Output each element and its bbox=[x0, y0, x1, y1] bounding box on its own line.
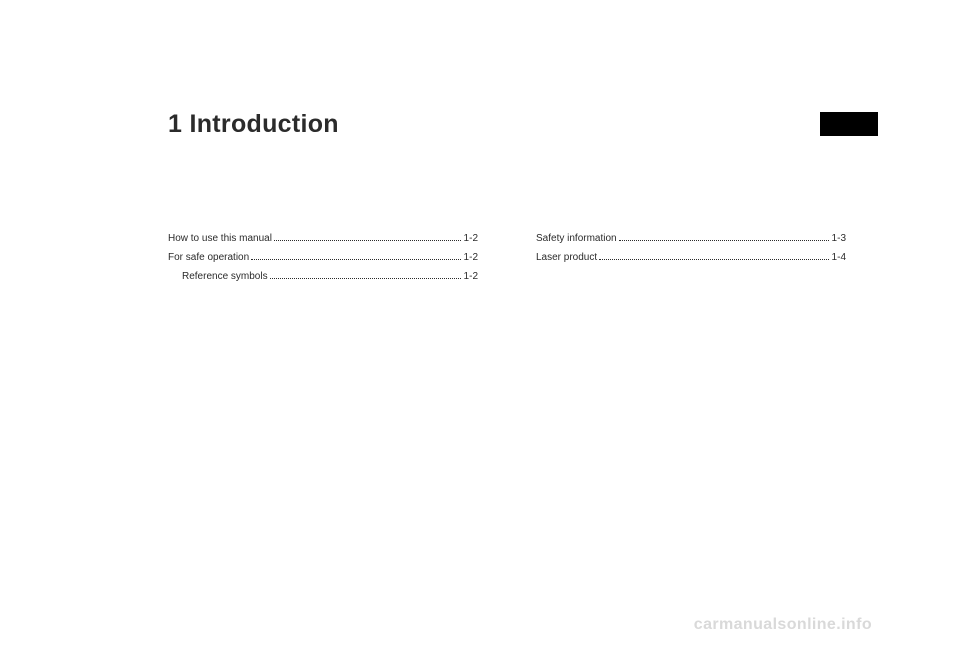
toc-column-left: How to use this manual 1-2 For safe oper… bbox=[168, 229, 478, 286]
toc-page: 1-2 bbox=[464, 267, 478, 286]
watermark: carmanualsonline.info bbox=[694, 616, 872, 634]
toc-entry: Reference symbols 1-2 bbox=[168, 267, 478, 286]
chapter-title: 1 Introduction bbox=[168, 110, 860, 139]
toc-label: Laser product bbox=[536, 248, 597, 267]
toc-entry: For safe operation 1-2 bbox=[168, 248, 478, 267]
toc-page: 1-4 bbox=[832, 248, 846, 267]
toc-page: 1-2 bbox=[464, 248, 478, 267]
toc-entry: Safety information 1-3 bbox=[536, 229, 846, 248]
toc-label: For safe operation bbox=[168, 248, 249, 267]
toc-column-right: Safety information 1-3 Laser product 1-4 bbox=[536, 229, 846, 286]
toc-label: How to use this manual bbox=[168, 229, 272, 248]
toc-leader-dots bbox=[619, 240, 829, 241]
toc-entry: Laser product 1-4 bbox=[536, 248, 846, 267]
chapter-name: Introduction bbox=[189, 110, 338, 138]
chapter-number: 1 bbox=[168, 110, 182, 138]
section-tab bbox=[820, 112, 878, 136]
toc-leader-dots bbox=[270, 278, 461, 279]
page: 1 Introduction How to use this manual 1-… bbox=[0, 0, 960, 286]
table-of-contents: How to use this manual 1-2 For safe oper… bbox=[168, 229, 860, 286]
toc-leader-dots bbox=[251, 259, 460, 260]
toc-label: Safety information bbox=[536, 229, 617, 248]
toc-page: 1-3 bbox=[832, 229, 846, 248]
toc-entry: How to use this manual 1-2 bbox=[168, 229, 478, 248]
toc-page: 1-2 bbox=[464, 229, 478, 248]
toc-leader-dots bbox=[599, 259, 828, 260]
toc-leader-dots bbox=[274, 240, 461, 241]
toc-label: Reference symbols bbox=[182, 267, 268, 286]
